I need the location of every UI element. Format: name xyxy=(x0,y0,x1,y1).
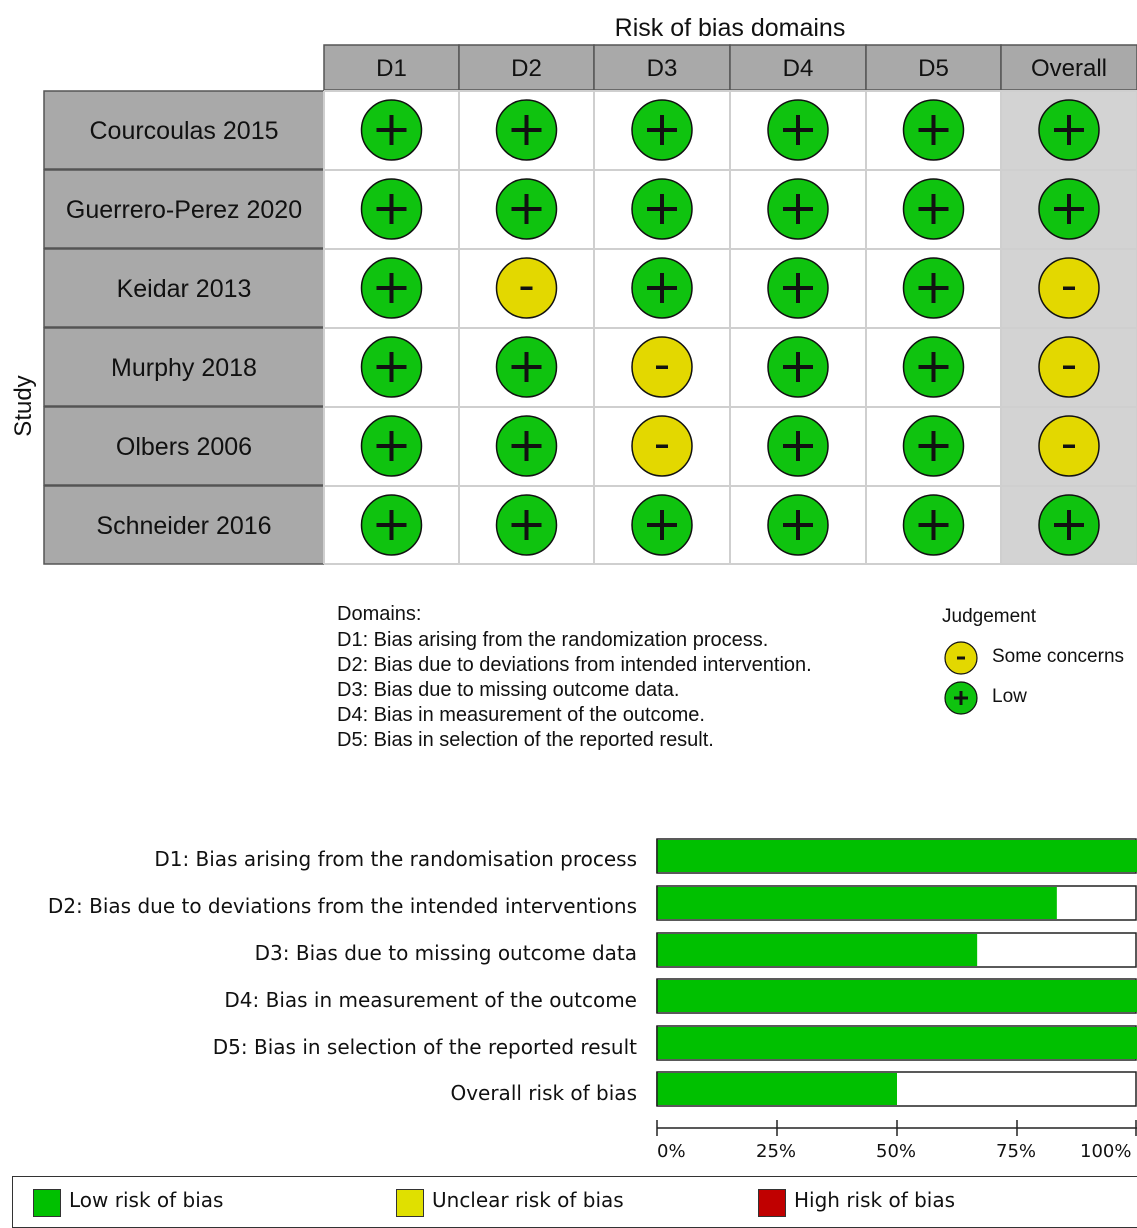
domain-description-d5: D5: Bias in selection of the reported re… xyxy=(337,729,714,751)
low-risk-icon xyxy=(767,178,829,240)
some-concerns-icon xyxy=(1038,336,1100,398)
legend-label-low: Low risk of bias xyxy=(69,1188,224,1212)
traffic-light-y-label: Study xyxy=(10,375,37,436)
tick-label-0: 0% xyxy=(657,1141,686,1162)
low-risk-icon xyxy=(767,494,829,556)
low-risk-icon xyxy=(767,99,829,161)
low-risk-icon xyxy=(495,415,558,477)
traffic-light-plot: Risk of bias domains Study D1 D2 D3 D4 D5 Overa… xyxy=(10,14,1137,565)
low-risk-icon xyxy=(360,178,423,240)
bar-segment-low xyxy=(657,1027,1137,1059)
low-risk-icon xyxy=(1038,178,1100,240)
low-risk-icon xyxy=(902,415,965,477)
legend-swatch-high xyxy=(758,1189,786,1217)
low-risk-icon xyxy=(360,99,423,161)
column-header-d2: D2 xyxy=(511,55,542,82)
low-risk-icon xyxy=(495,178,558,240)
column-header-d3: D3 xyxy=(647,55,678,82)
column-header-d4: D4 xyxy=(783,55,814,82)
legend-swatch-low xyxy=(33,1189,61,1217)
some-concerns-icon xyxy=(495,257,558,319)
low-risk-icon xyxy=(631,99,693,161)
low-risk-icon xyxy=(360,415,423,477)
judgement-legend-title: Judgement xyxy=(942,606,1037,627)
study-row-header xyxy=(43,406,325,486)
low-risk-icon xyxy=(902,99,965,161)
some-concerns-icon xyxy=(1038,415,1100,477)
low-risk-icon xyxy=(631,178,693,240)
low-risk-icon xyxy=(902,336,965,398)
study-row-header xyxy=(43,169,325,249)
domain-description-d1: D1: Bias arising from the randomization … xyxy=(337,629,769,651)
some-concerns-icon xyxy=(944,641,978,675)
low-risk-icon xyxy=(631,257,693,319)
low-risk-icon xyxy=(767,336,829,398)
legend-swatch-unclear xyxy=(396,1189,424,1217)
study-row-header xyxy=(43,248,325,328)
study-name: Olbers 2006 xyxy=(116,433,252,461)
bar-label-d5: D5: Bias in selection of the reported re… xyxy=(212,1035,637,1059)
bar-label-d1: D1: Bias arising from the randomisation … xyxy=(154,847,637,871)
legend-label-high: High risk of bias xyxy=(794,1188,956,1212)
domain-description-d3: D3: Bias due to missing outcome data. xyxy=(337,679,680,701)
low-risk-icon xyxy=(902,494,965,556)
column-header-cell xyxy=(458,44,595,91)
judgement-legend-icons xyxy=(944,641,978,715)
tick-label-25: 25% xyxy=(756,1141,797,1162)
low-risk-icon xyxy=(495,99,558,161)
low-risk-icon xyxy=(360,336,423,398)
study-row-header xyxy=(43,90,325,170)
tick-label-100: 100% xyxy=(1080,1141,1132,1162)
low-risk-icon xyxy=(902,257,965,319)
bar-label-d4: D4: Bias in measurement of the outcome xyxy=(224,988,637,1012)
study-name: Murphy 2018 xyxy=(111,354,257,382)
some-concerns-icon xyxy=(1038,257,1100,319)
bar-segment-low xyxy=(657,934,978,966)
column-header-cell xyxy=(1000,44,1137,91)
low-icon xyxy=(944,681,978,715)
legend-label-unclear: Unclear risk of bias xyxy=(432,1188,624,1212)
traffic-light-title: Risk of bias domains xyxy=(615,14,846,42)
tick-label-50: 50% xyxy=(876,1141,917,1162)
tick-label-75: 75% xyxy=(996,1141,1037,1162)
low-risk-icon xyxy=(767,415,829,477)
study-name: Schneider 2016 xyxy=(96,512,271,540)
low-risk-icon xyxy=(360,494,423,556)
bar-segment-low xyxy=(657,840,1137,872)
bar-label-d2: D2: Bias due to deviations from the inte… xyxy=(47,894,637,918)
low-risk-icon xyxy=(902,178,965,240)
domain-description-d2: D2: Bias due to deviations from intended… xyxy=(337,654,812,676)
low-risk-icon xyxy=(1038,494,1100,556)
study-name: Keidar 2013 xyxy=(117,275,252,303)
low-risk-icon xyxy=(767,257,829,319)
low-risk-icon xyxy=(360,257,423,319)
study-name: Guerrero-Perez 2020 xyxy=(66,196,302,224)
column-header-cell xyxy=(323,44,460,91)
some-concerns-icon xyxy=(631,415,693,477)
domains-title: Domains: xyxy=(337,603,422,625)
low-risk-icon xyxy=(495,494,558,556)
low-risk-icon xyxy=(631,494,693,556)
study-name: Courcoulas 2015 xyxy=(89,117,278,145)
some-concerns-icon xyxy=(631,336,693,398)
bar-label-d3: D3: Bias due to missing outcome data xyxy=(254,941,637,965)
column-header-overall: Overall xyxy=(1031,55,1107,82)
judgement-legend-some-concerns: Some concerns xyxy=(992,646,1125,667)
column-header-d5: D5 xyxy=(918,55,949,82)
column-header-d1: D1 xyxy=(376,55,407,82)
study-row-header xyxy=(43,485,325,565)
judgement-legend-low: Low xyxy=(992,686,1027,707)
summary-bar-chart xyxy=(656,838,1137,1136)
bar-label-overall: Overall risk of bias xyxy=(450,1081,637,1105)
bar-segment-low xyxy=(657,1073,897,1105)
bar-segment-low xyxy=(657,887,1057,919)
bar-segment-low xyxy=(657,980,1137,1012)
low-risk-icon xyxy=(1038,99,1100,161)
low-risk-icon xyxy=(495,336,558,398)
domain-description-d4: D4: Bias in measurement of the outcome. xyxy=(337,704,705,726)
